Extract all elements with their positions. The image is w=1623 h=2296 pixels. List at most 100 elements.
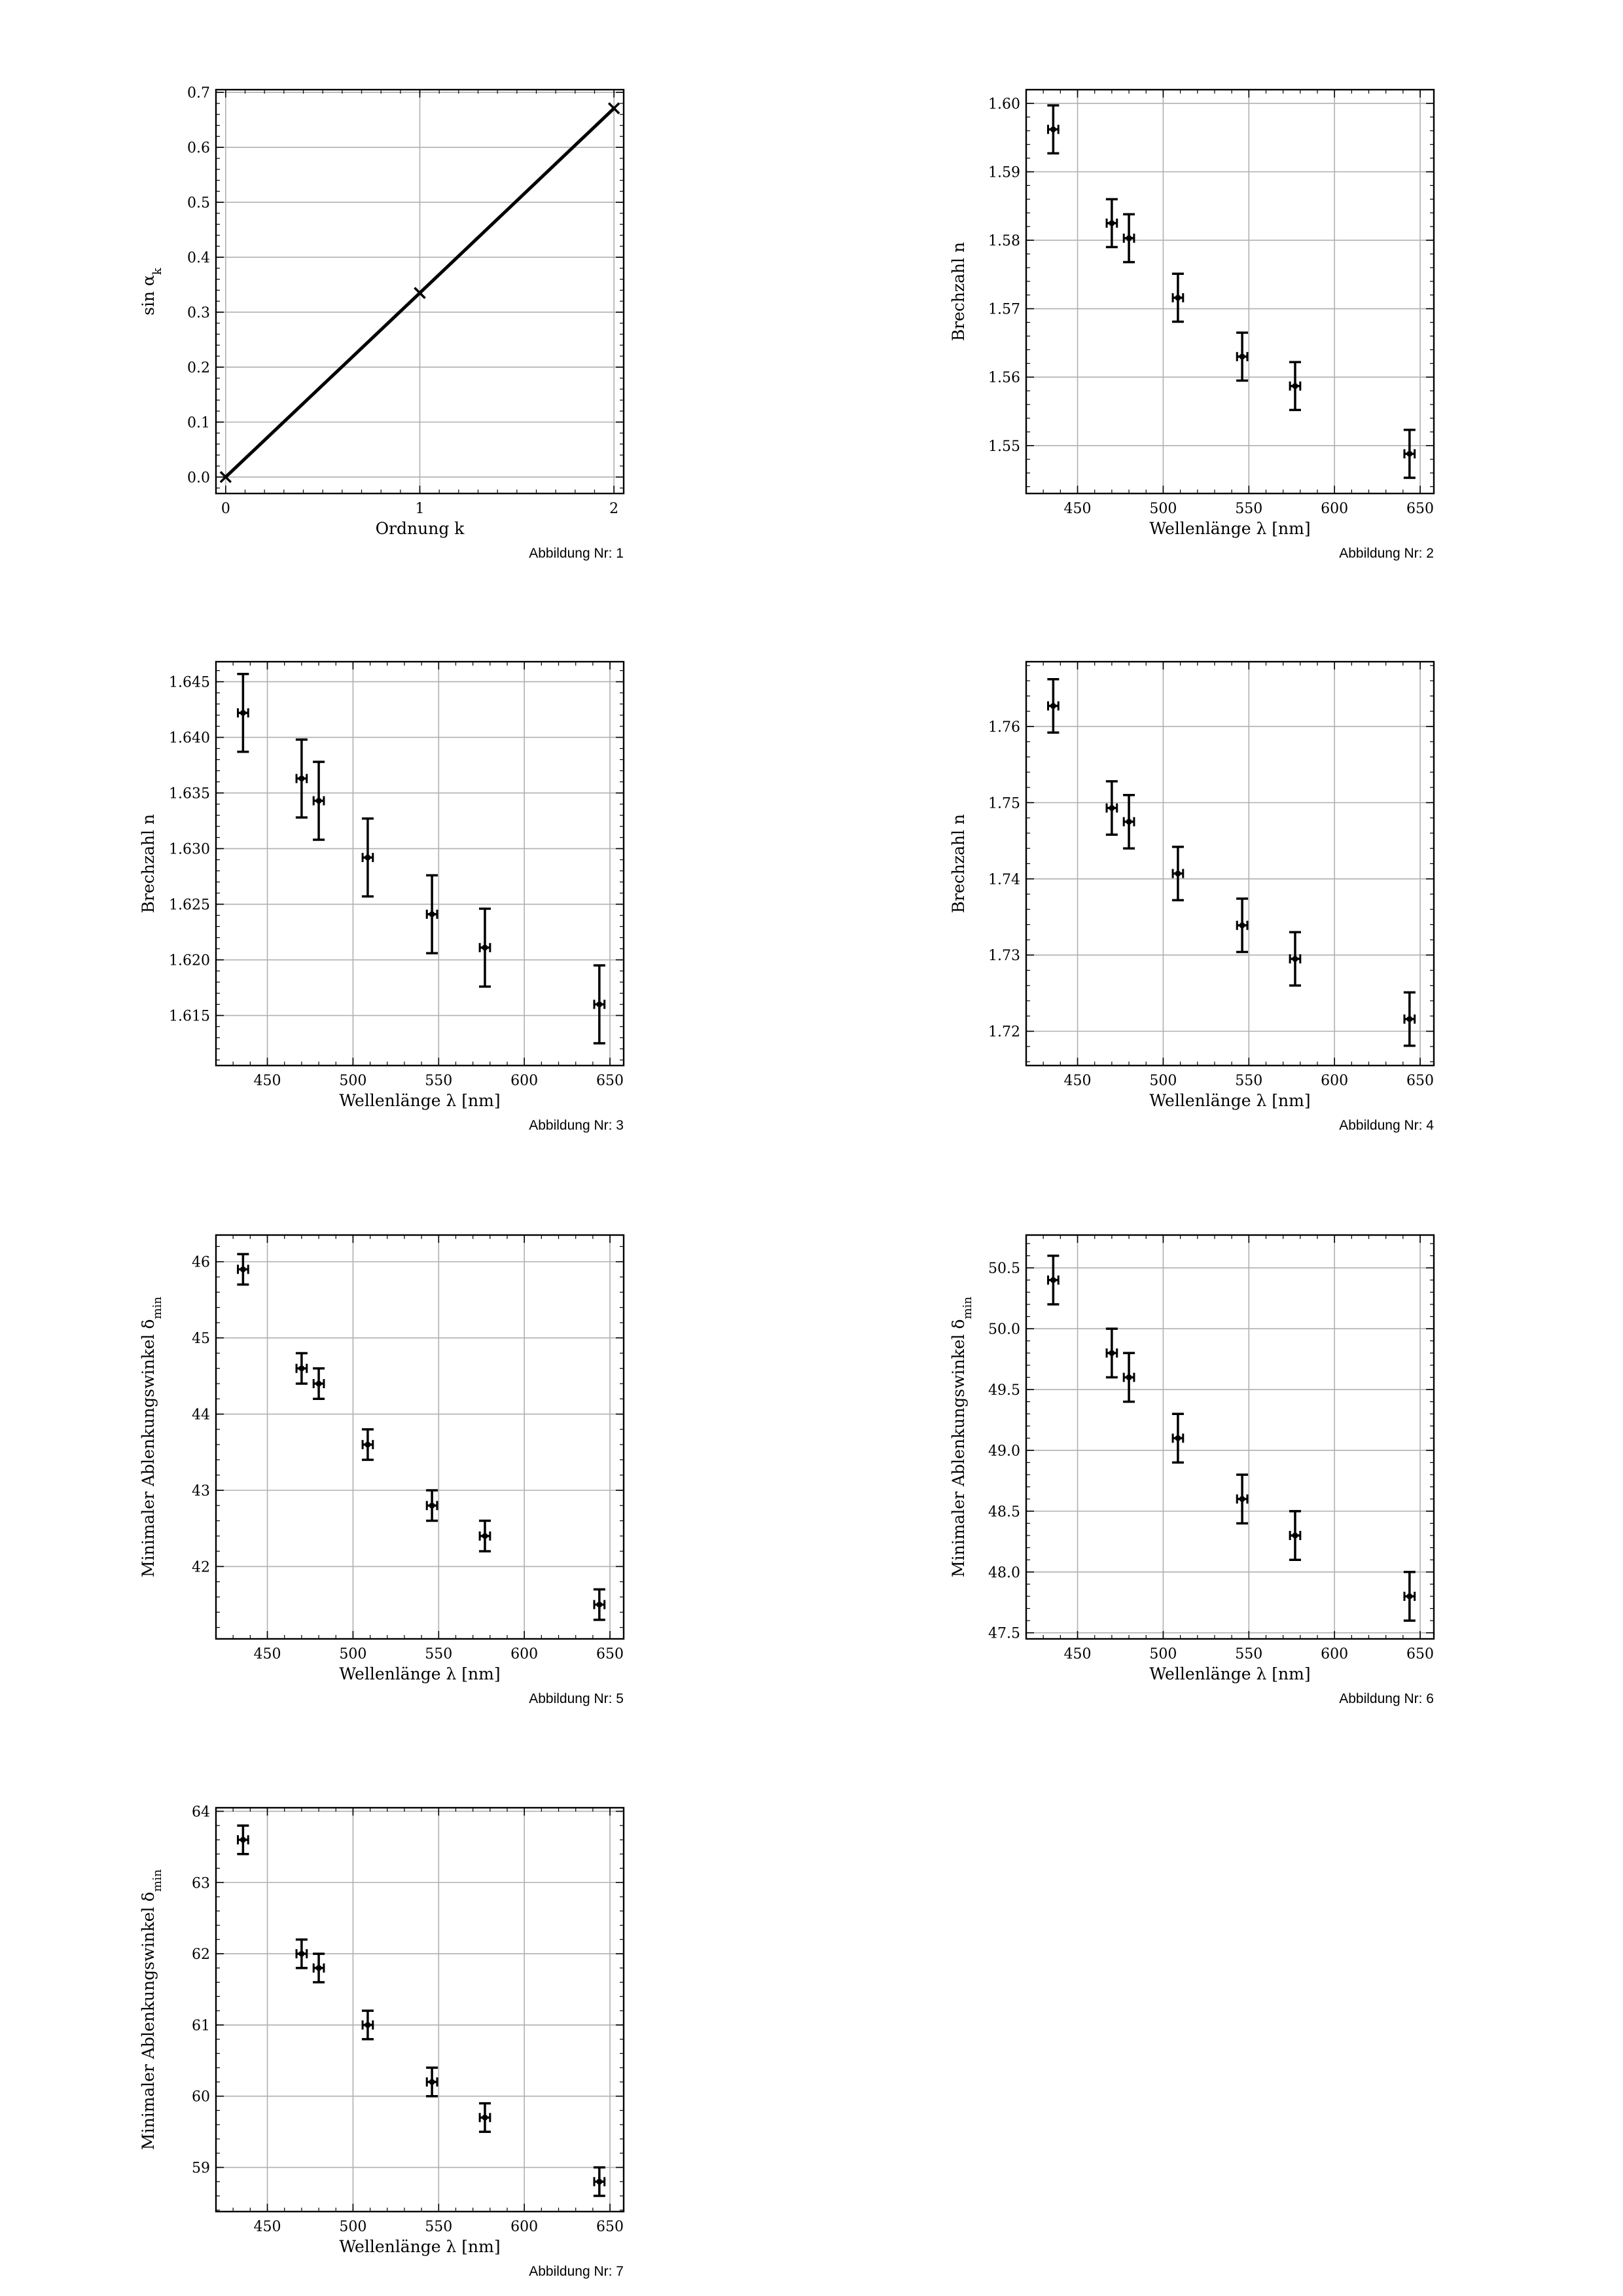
data-point	[1122, 1352, 1135, 1403]
x-tick-label: 550	[425, 1073, 452, 1089]
y-tick-label: 48.0	[988, 1565, 1020, 1581]
plot-frame	[215, 1234, 625, 1640]
data-point-marker	[1292, 956, 1298, 962]
y-tick-label: 0.0	[187, 470, 210, 486]
x-axis-label: Wellenlänge λ [nm]	[1149, 1091, 1310, 1110]
data-point-marker	[1126, 1374, 1132, 1380]
figure-caption: Abbildung Nr: 2	[1339, 546, 1434, 561]
data-point	[1403, 1571, 1416, 1622]
data-point-marker	[240, 1266, 246, 1272]
x-tick-label: 600	[1321, 501, 1348, 517]
x-axis-label: Wellenlänge λ [nm]	[339, 1664, 500, 1683]
data-point	[1289, 361, 1302, 412]
y-axis-label: Minimaler Ablenkungswinkel δmin	[139, 1869, 164, 2150]
data-point	[295, 1352, 308, 1385]
data-point-marker	[240, 1837, 246, 1843]
x-axis-label: Wellenlänge λ [nm]	[339, 1091, 500, 1110]
data-point-marker	[1050, 126, 1056, 133]
y-tick-label: 0.2	[187, 360, 210, 376]
data-point	[425, 1489, 438, 1522]
x-tick-label: 450	[1064, 501, 1092, 517]
data-point	[361, 817, 374, 898]
x-tick-label: 0	[221, 501, 230, 517]
x-tick-label: 650	[596, 1073, 624, 1089]
data-point-marker	[429, 911, 435, 918]
y-tick-label: 1.72	[988, 1024, 1020, 1041]
y-tick-label: 1.615	[169, 1009, 210, 1025]
chart-7: 450 500 550 600 650 59 60 61 62 63 64 Wellenlänge λ…	[139, 1804, 625, 2279]
data-point	[1289, 931, 1302, 987]
y-axis-label: Brechzahl n	[139, 814, 158, 913]
data-point-marker	[1406, 1593, 1413, 1600]
data-point-marker	[298, 1950, 305, 1957]
x-tick-label: 500	[1149, 1073, 1177, 1089]
x-tick-label: 450	[254, 1646, 281, 1662]
y-tick-label: 50.5	[988, 1261, 1020, 1277]
data-point	[1122, 213, 1135, 264]
data-point-marker	[1406, 1016, 1413, 1022]
x-tick-label: 550	[1235, 501, 1262, 517]
y-tick-label: 1.56	[988, 370, 1020, 386]
data-point-marker	[482, 944, 488, 951]
data-point-marker	[1239, 1496, 1245, 1502]
data-point	[1105, 1327, 1118, 1379]
x-tick-label: 600	[510, 1646, 538, 1662]
data-point	[1105, 780, 1118, 836]
data-point	[1403, 428, 1416, 479]
data-point-marker	[1175, 295, 1181, 301]
data-point-marker	[482, 1533, 488, 1539]
plot-frame	[215, 88, 625, 495]
x-tick-label: 650	[1406, 1646, 1434, 1662]
data-point	[1236, 1473, 1249, 1525]
figure-caption: Abbildung Nr: 6	[1339, 1691, 1434, 1706]
data-point	[478, 1519, 491, 1552]
data-point	[1171, 1412, 1185, 1464]
x-tick-label: 550	[425, 1646, 452, 1662]
data-point-marker	[1239, 353, 1245, 360]
x-tick-label: 500	[339, 1073, 366, 1089]
x-tick-label: 500	[1149, 501, 1177, 517]
data-point	[593, 964, 606, 1045]
y-tick-label: 50.0	[988, 1321, 1020, 1338]
data-point-marker	[315, 797, 322, 804]
x-tick-label: 450	[254, 2219, 281, 2235]
data-point	[237, 672, 249, 753]
data-point-marker	[365, 854, 371, 861]
data-point	[312, 761, 325, 841]
data-point	[1236, 897, 1249, 954]
plot-frame	[1025, 1234, 1435, 1640]
data-point-marker	[1175, 870, 1181, 877]
data-point-marker	[596, 1001, 603, 1008]
data-point-marker	[1292, 1532, 1298, 1539]
y-tick-label: 60	[192, 2089, 210, 2106]
chart-6: 450 500 550 600 650 47.5 48.0 48.5 49.0 49.5 50.0 5…	[949, 1234, 1435, 1706]
data-point-marker	[1406, 450, 1413, 457]
y-tick-label: 48.5	[988, 1504, 1020, 1520]
y-tick-label: 44	[192, 1407, 210, 1424]
data-point-marker	[1109, 1350, 1115, 1356]
x-axis-label: Wellenlänge λ [nm]	[1149, 519, 1310, 538]
data-point	[295, 1938, 308, 1969]
plot-frame	[1025, 88, 1435, 495]
x-axis-label: Wellenlänge λ [nm]	[339, 2237, 500, 2256]
x-tick-label: 550	[1235, 1646, 1262, 1662]
figure-caption: Abbildung Nr: 3	[529, 1118, 624, 1133]
data-point	[1403, 991, 1416, 1047]
data-point	[593, 1588, 606, 1621]
x-tick-label: 1	[416, 501, 425, 517]
data-point	[1289, 1510, 1302, 1561]
x-tick-label: 650	[596, 1646, 624, 1662]
figure-caption: Abbildung Nr: 7	[529, 2264, 624, 2279]
y-axis-label: Brechzahl n	[949, 814, 968, 913]
y-axis-label: Minimaler Ablenkungswinkel δmin	[949, 1297, 974, 1577]
x-tick-label: 600	[1321, 1646, 1348, 1662]
data-point-marker	[315, 1380, 322, 1387]
y-tick-label: 63	[192, 1875, 210, 1892]
data-point-marker	[414, 287, 426, 299]
data-point	[312, 1952, 325, 1984]
data-point	[361, 1428, 374, 1462]
y-tick-label: 1.58	[988, 233, 1020, 249]
data-point	[295, 738, 308, 819]
y-axis-label: Brechzahl n	[949, 242, 968, 341]
